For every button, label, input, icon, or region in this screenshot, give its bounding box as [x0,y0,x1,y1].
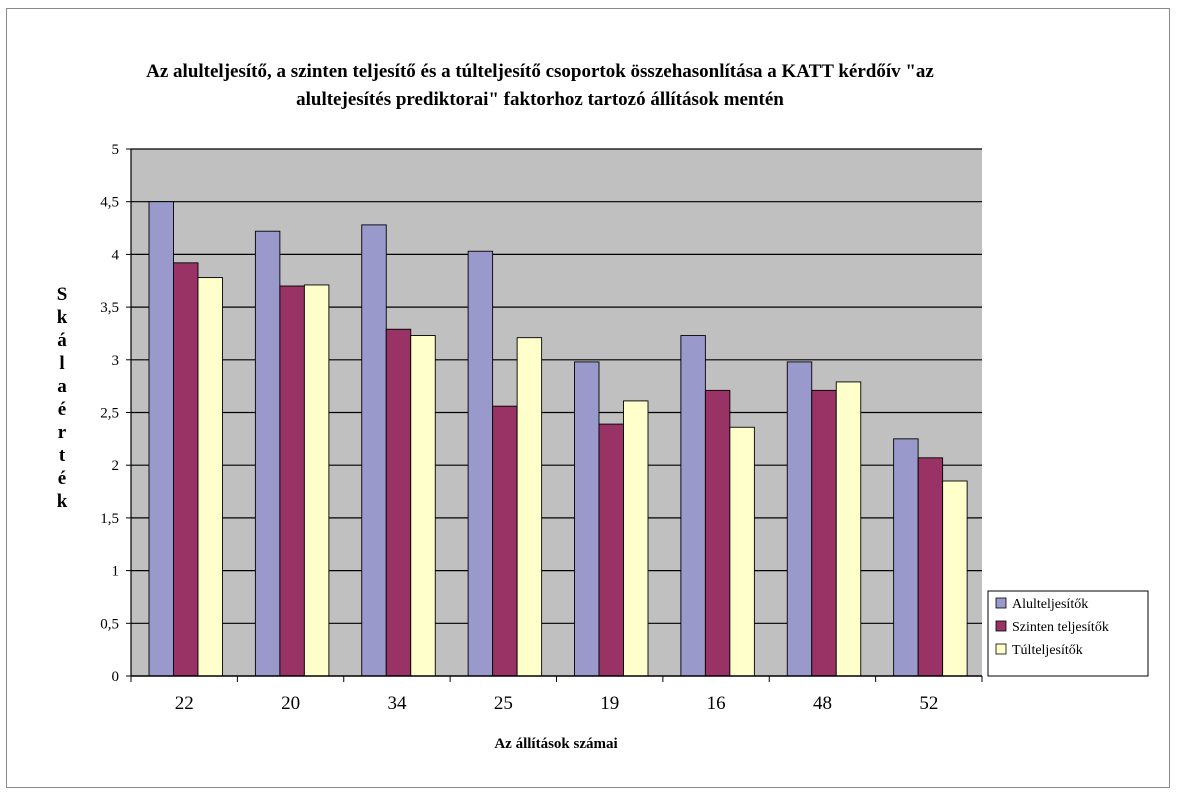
x-tick-label: 20 [281,693,300,714]
bar-alulteljesítők-22 [148,201,174,677]
bar-alulteljesítők-16 [680,335,706,677]
y-tick-label: 5 [112,142,120,158]
x-tick-label: 16 [707,693,726,714]
bar-túlteljesítők-16 [729,426,755,677]
y-tick-label: 3,5 [100,300,119,316]
legend-swatch-szinten-teljesítők [995,620,1007,632]
bar-alulteljesítők-52 [893,438,919,677]
legend-swatch-túlteljesítők [995,643,1007,655]
bar-alulteljesítők-48 [786,361,813,677]
bar-szinten-teljesítők-22 [173,262,199,677]
y-tick-label: 1 [112,564,120,580]
x-tick-label: 25 [494,693,513,714]
bar-szinten-teljesítők-16 [704,389,731,677]
bar-alulteljesítők-25 [467,250,494,677]
x-tick-label: 22 [175,693,194,714]
bar-alulteljesítők-20 [254,230,281,677]
legend-label: Szinten teljesítők [1012,620,1109,635]
x-tick-label: 19 [600,693,619,714]
legend [987,590,1149,677]
x-axis-title: Az állítások számai [494,736,617,752]
chart-title-line: Az alulteljesítő, a szinten teljesítő és… [146,61,934,82]
bar-túlteljesítők-19 [623,400,649,677]
bar-túlteljesítők-52 [942,480,968,677]
y-tick-label: 4,5 [100,195,119,211]
x-tick-label: 52 [919,693,938,714]
bar-túlteljesítők-34 [410,335,436,677]
bar-túlteljesítők-22 [197,277,223,677]
legend-swatch-alulteljesítők [995,597,1007,609]
y-tick-label: 0,5 [100,616,119,632]
y-tick-label: 2,5 [100,406,119,422]
bar-szinten-teljesítők-20 [279,285,305,677]
legend-label: Túlteljesítők [1012,643,1083,658]
x-tick-label: 48 [813,693,832,714]
y-tick-label: 1,5 [100,511,119,527]
chart-title-line: alultejesítés prediktorai" faktorhoz tar… [296,89,784,110]
bar-szinten-teljesítők-52 [917,457,944,677]
bar-túlteljesítők-48 [835,381,862,677]
bar-alulteljesítők-34 [361,224,387,677]
bar-szinten-teljesítők-34 [385,328,412,677]
y-tick-label: 3 [112,353,120,369]
bar-túlteljesítők-20 [303,284,330,677]
bar-szinten-teljesítők-48 [811,389,837,677]
bar-szinten-teljesítők-25 [492,405,518,677]
y-tick-label: 0 [112,669,120,685]
bar-szinten-teljesítők-19 [598,423,624,677]
bar-túlteljesítők-25 [516,337,543,677]
y-tick-label: 4 [112,247,120,263]
legend-label: Alulteljesítők [1012,597,1088,612]
bar-alulteljesítők-19 [574,361,600,677]
x-tick-label: 34 [387,693,407,714]
y-tick-label: 2 [112,458,120,474]
